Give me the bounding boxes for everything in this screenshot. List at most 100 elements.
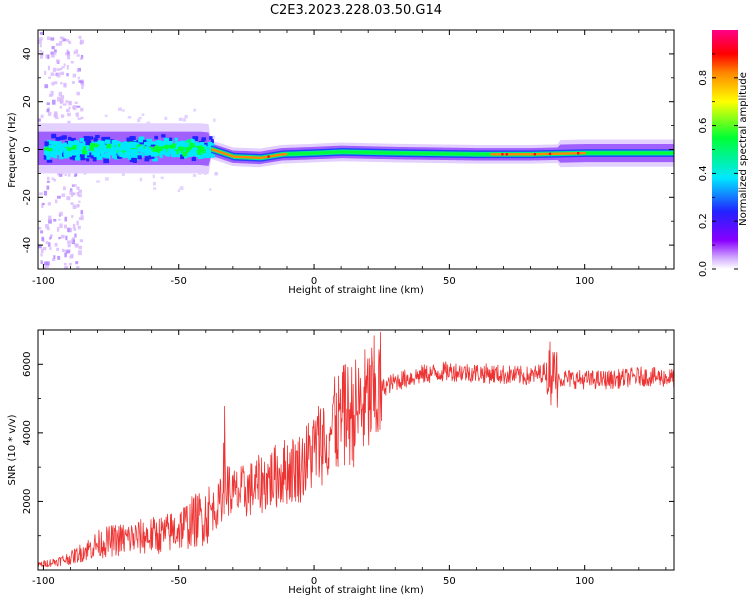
spectrogram-speckle <box>65 52 68 56</box>
spectrogram-cell <box>46 159 53 163</box>
colorbar-tick-label: 0.6 <box>698 118 709 134</box>
spectrogram-cell <box>96 155 103 160</box>
spectrogram-ridge-core <box>371 151 374 154</box>
spectrogram-speckle <box>44 70 47 76</box>
spectrogram-speckle <box>50 37 55 41</box>
spectrogram-speckle <box>67 243 71 248</box>
spectrogram-ridge-core <box>293 152 296 156</box>
spectrogram-speckle <box>70 188 73 193</box>
snr-panel: -100 -50 0 50 100 2000 4000 6000 Height of str… <box>7 329 675 596</box>
spectrogram-cell <box>111 139 118 145</box>
spectrogram-ridge-core <box>334 150 338 154</box>
spectrogram-ridge-core <box>282 153 286 156</box>
spectrogram-ridge-core <box>484 153 487 156</box>
spectrogram-ridge-core <box>555 152 558 155</box>
spectrogram-cell <box>197 150 201 156</box>
spectrogram-cell <box>106 143 112 149</box>
spectrogram-ridge-core <box>232 155 236 158</box>
spectrogram-ridge-core <box>256 156 260 159</box>
spectrogram-speckle <box>63 262 67 266</box>
spectrogram-speckle <box>72 223 76 229</box>
spectrogram-speckle <box>46 108 50 113</box>
spectrogram-cell <box>180 154 185 160</box>
spectrogram-cell <box>150 141 157 145</box>
spectrogram-ridge-core <box>626 151 630 155</box>
spectrogram-speckle <box>47 176 50 181</box>
spectrogram-cell <box>73 140 79 144</box>
spectrogram-ridge-core <box>488 153 491 156</box>
spectrogram-ridge-core <box>395 151 398 155</box>
spectrogram-cell <box>182 151 187 157</box>
spectrogram-ridge-core <box>637 151 641 155</box>
spectrogram-speckle <box>64 266 68 269</box>
spectrogram-cell <box>106 136 111 142</box>
spectrogram-ridge-core <box>289 152 292 156</box>
spectrogram-speckle <box>73 227 77 231</box>
spectrogram-ridge-core <box>516 153 519 156</box>
spectrogram-ridge-core <box>583 151 587 155</box>
spectrogram-cell <box>59 145 63 150</box>
spectrogram-cell <box>48 141 54 145</box>
spectrogram-ridge-core <box>503 153 506 156</box>
spectrogram-cell <box>193 149 197 154</box>
spectrogram-speckle <box>67 51 70 56</box>
figure-title: C2E3.2023.228.03.50.G14 <box>270 3 442 18</box>
spectrogram-speckle <box>70 202 74 205</box>
spectrogram-cell <box>170 148 176 153</box>
spectrogram-ridge-core <box>535 152 539 156</box>
spectrogram-cell <box>84 151 90 156</box>
spectrogram-cell <box>108 147 113 152</box>
spectrogram-cell <box>194 149 200 153</box>
spectrogram-cell <box>72 145 77 150</box>
spectrogram-ridge-core <box>546 152 550 156</box>
spectrogram-speckle <box>53 49 57 53</box>
spectrogram-ridge-core <box>635 151 638 155</box>
spectrogram-cell <box>81 150 88 155</box>
spectrogram-cell <box>89 147 95 151</box>
spectrogram-image <box>38 32 674 269</box>
spectrogram-ridge-core <box>261 156 264 159</box>
spectrogram-cell <box>202 142 208 147</box>
spectrogram-speckle <box>59 223 63 229</box>
spectrogram-speckle <box>209 188 212 191</box>
spectrogram-ridge-core <box>522 153 526 156</box>
spectrogram-cell <box>120 146 124 151</box>
snr-x-tick-label: -100 <box>32 576 55 587</box>
spectrogram-ridge-core <box>464 152 467 156</box>
spectrogram-ridge-core <box>600 151 604 155</box>
spectrogram-ridge-core <box>603 151 606 155</box>
spectrogram-ridge-core <box>302 152 305 155</box>
spectrogram-ridge-core <box>611 151 615 155</box>
spectrogram-x-tick-label: 50 <box>443 276 456 287</box>
spectrogram-cell <box>157 146 163 151</box>
spectrogram-ridge-core <box>544 152 548 156</box>
spectrogram-cell <box>107 150 113 156</box>
spectrogram-ridge-core <box>587 151 591 155</box>
spectrogram-ridge-core <box>525 153 528 156</box>
spectrogram-speckle <box>81 86 84 89</box>
spectrogram-ridge-core <box>449 152 452 156</box>
spectrogram-ridge-core <box>557 152 561 155</box>
spectrogram-speckle <box>53 218 57 222</box>
spectrogram-ridge-core <box>613 151 617 155</box>
spectrogram-cell <box>130 153 136 158</box>
spectrogram-speckle <box>74 174 77 177</box>
spectrogram-speckle <box>66 64 69 70</box>
spectrogram-speckle <box>78 250 82 256</box>
spectrogram-speckle <box>105 177 109 181</box>
spectrogram-ridge-core <box>341 150 344 154</box>
spectrogram-ridge-core <box>499 153 502 156</box>
spectrogram-speckle <box>60 99 64 103</box>
spectrogram-ridge-core <box>609 151 612 155</box>
spectrogram-cell <box>207 141 213 147</box>
spectrogram-ridge-core <box>258 156 262 160</box>
spectrogram-cell <box>143 145 149 150</box>
spectrogram-x-label: Height of straight line (km) <box>288 285 424 296</box>
spectrogram-speckle <box>60 82 63 85</box>
spectrogram-cell <box>108 139 114 144</box>
spectrogram-cell <box>46 155 51 161</box>
spectrogram-speckle <box>56 227 60 232</box>
spectrogram-cell <box>139 148 146 153</box>
spectrogram-speckle <box>59 40 63 46</box>
spectrogram-x-tick-label: -100 <box>32 276 55 287</box>
